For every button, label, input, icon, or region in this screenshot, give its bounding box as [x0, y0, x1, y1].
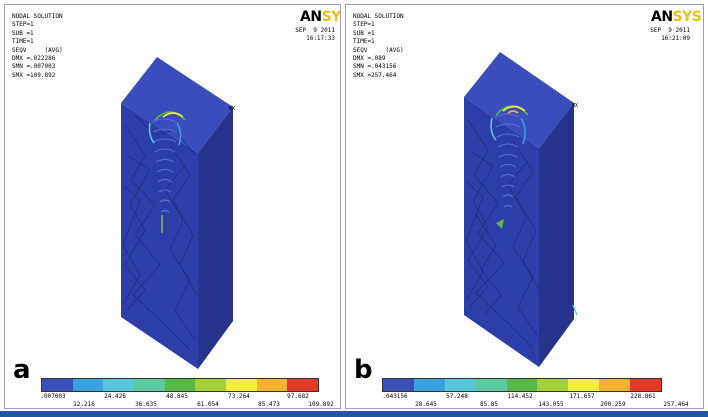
screw-threads — [151, 118, 178, 213]
bottom-border-bar — [0, 411, 708, 417]
title-text: NODAL SOLUTION — [12, 13, 63, 20]
legend-tick: 85.473 — [258, 401, 280, 408]
mesh-lines — [465, 119, 541, 349]
dmx-text: DMX =.089 — [353, 55, 386, 63]
legend-swatch — [568, 379, 600, 391]
legend-swatch — [287, 379, 319, 391]
block-side-face — [198, 107, 233, 369]
smn-text: SMN =.043156 — [353, 63, 397, 71]
smx-text: SMX =109.892 — [12, 71, 56, 79]
solution-info: NODAL SOLUTION STEP=1 SUB =1 TIME=1 SEQV… — [353, 13, 404, 80]
legend-swatch — [444, 379, 476, 391]
legend-tick: 257.464 — [663, 401, 689, 408]
seqv-text: SEQV (AVG) — [12, 46, 63, 54]
legend-tick: 28.645 — [415, 401, 437, 408]
timestamp: SEP 9 2011 16:21:09 — [626, 27, 690, 44]
stress-hotspot — [490, 105, 529, 145]
legend-swatch — [383, 379, 414, 391]
legend-swatch — [413, 379, 445, 391]
legend-tick: 109.892 — [308, 401, 334, 408]
mx-marker: MX — [572, 103, 579, 109]
fe-model-view — [464, 52, 578, 367]
panel-letter: b — [354, 355, 373, 385]
block-top-face — [464, 52, 574, 148]
date-text: SEP 9 2011 — [295, 27, 335, 34]
legend-swatch — [195, 379, 227, 391]
legend-swatch — [256, 379, 288, 391]
seqv-text: SEQV (AVG) — [353, 46, 404, 54]
legend-swatch — [630, 379, 662, 391]
legend-swatch — [164, 379, 196, 391]
legend-tick: 114.452 — [507, 393, 533, 400]
bottom-stress — [496, 219, 504, 229]
smn-text: SMN =.007003 — [12, 63, 56, 71]
legend-tick: 200.259 — [600, 401, 626, 408]
date-text: SEP 9 2011 — [650, 27, 690, 34]
plot-panel-a: NODAL SOLUTION STEP=1 SUB =1 TIME=1 SEQV… — [4, 4, 341, 409]
color-legend — [41, 378, 319, 392]
legend-tick: 57.248 — [446, 393, 468, 400]
edge-highlight — [572, 304, 578, 316]
legend-swatch — [103, 379, 135, 391]
legend-swatch — [537, 379, 569, 391]
legend-tick: .007003 — [40, 393, 66, 400]
screw-threads — [494, 113, 521, 208]
sub-text: SUB =1 — [353, 29, 375, 37]
time-text: TIME=1 — [353, 38, 375, 46]
smx-text: SMX =257.464 — [353, 71, 397, 79]
mx-marker: MX — [229, 106, 236, 112]
legend-tick: 48.845 — [166, 393, 188, 400]
fe-model-view — [121, 57, 233, 369]
timestamp: SEP 9 2011 16:17:33 — [275, 27, 335, 44]
legend-tick: 97.682 — [287, 393, 309, 400]
legend-tick: 85.85 — [479, 401, 499, 408]
legend-tick: 73.264 — [228, 393, 250, 400]
legend-swatch — [506, 379, 538, 391]
time-text: TIME=1 — [12, 38, 34, 46]
sub-text: SUB =1 — [12, 29, 34, 37]
legend-swatch — [599, 379, 631, 391]
legend-swatch — [134, 379, 165, 391]
legend-swatch — [72, 379, 104, 391]
plot-panel-b: NODAL SOLUTION STEP=1 SUB =1 TIME=1 SEQV… — [345, 4, 704, 409]
legend-swatch — [226, 379, 257, 391]
legend-tick: 228.861 — [630, 393, 656, 400]
step-text: STEP=1 — [353, 21, 375, 29]
legend-tick: 36.635 — [135, 401, 157, 408]
dmx-text: DMX =.022286 — [12, 55, 56, 63]
ansys-logo: ANSYS — [300, 9, 341, 25]
block-side-face — [539, 103, 574, 367]
step-text: STEP=1 — [12, 21, 34, 29]
legend-swatch — [42, 379, 73, 391]
clock-text: 16:21:09 — [661, 35, 690, 43]
title-text: NODAL SOLUTION — [353, 13, 404, 20]
legend-swatch — [475, 379, 507, 391]
clock-text: 16:17:33 — [306, 35, 335, 43]
stress-hotspot — [148, 111, 186, 146]
legend-tick: 61.054 — [197, 401, 219, 408]
block-top-face — [121, 57, 233, 153]
legend-tick: 24.426 — [104, 393, 126, 400]
ansys-logo: ANSYS — [651, 9, 702, 25]
color-legend — [382, 378, 662, 392]
panel-letter: a — [13, 355, 31, 385]
legend-tick: 171.657 — [569, 393, 595, 400]
solution-info: NODAL SOLUTION STEP=1 SUB =1 TIME=1 SEQV… — [12, 13, 63, 80]
legend-tick: 12.216 — [73, 401, 95, 408]
legend-tick: 143.055 — [538, 401, 564, 408]
legend-tick: .043156 — [382, 393, 408, 400]
